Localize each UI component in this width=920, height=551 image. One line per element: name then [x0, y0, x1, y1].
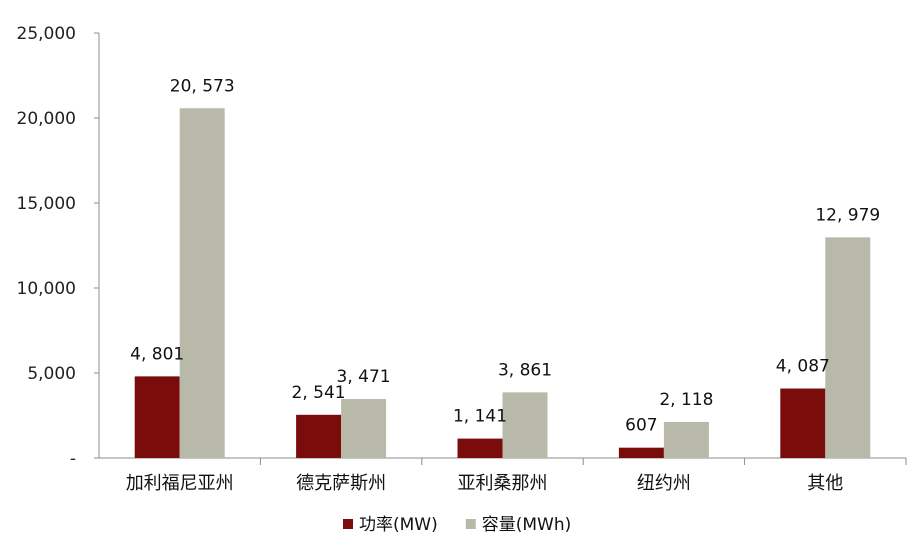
- x-tick-label: 加利福尼亚州: [126, 473, 234, 494]
- bar: [618, 447, 664, 458]
- data-label: 2, 541: [292, 383, 346, 403]
- bar: [663, 421, 709, 458]
- y-tick-label: 25,000: [17, 24, 76, 44]
- data-label: 12, 979: [815, 205, 880, 225]
- y-tick-label: 10,000: [17, 279, 76, 299]
- y-tick-label: 20,000: [17, 109, 76, 129]
- bar: [179, 108, 225, 458]
- legend-swatch: [465, 519, 476, 529]
- y-axis: - 5,000 10,000 15,000 20,000 25,000: [17, 24, 100, 469]
- legend-swatch: [343, 519, 353, 529]
- bar: [296, 414, 342, 458]
- x-tick-label: 纽约州: [637, 473, 691, 494]
- bar: [341, 398, 387, 458]
- legend: 功率(MW) 容量(MWh): [343, 515, 571, 535]
- bar: [134, 376, 180, 458]
- bar: [457, 438, 503, 458]
- legend-label: 功率(MW): [359, 515, 438, 535]
- data-label: 3, 861: [498, 360, 552, 380]
- y-tick-label: -: [70, 449, 76, 469]
- x-axis: 加利福尼亚州 德克萨斯州 亚利桑那州 纽约州 其他: [99, 457, 907, 494]
- data-label: 607: [625, 416, 657, 436]
- y-tick-label: 5,000: [27, 364, 76, 384]
- data-label: 4, 801: [130, 344, 184, 364]
- data-label: 4, 087: [776, 357, 830, 377]
- bar: [780, 388, 826, 458]
- y-tick-label: 15,000: [17, 194, 76, 214]
- data-label: 1, 141: [453, 407, 507, 427]
- data-label: 20, 573: [170, 76, 235, 96]
- bars: [134, 108, 871, 458]
- data-labels: 4, 801 2, 541 1, 141 607 4, 087 20, 573 3, 471…: [130, 76, 880, 435]
- x-tick-label: 德克萨斯州: [296, 473, 386, 494]
- x-tick-label: 亚利桑那州: [458, 473, 548, 494]
- bar: [502, 392, 548, 458]
- bar: [825, 237, 871, 458]
- legend-label: 容量(MWh): [482, 515, 572, 535]
- data-label: 3, 471: [337, 367, 391, 387]
- data-label: 2, 118: [659, 390, 713, 410]
- x-tick-label: 其他: [807, 473, 843, 494]
